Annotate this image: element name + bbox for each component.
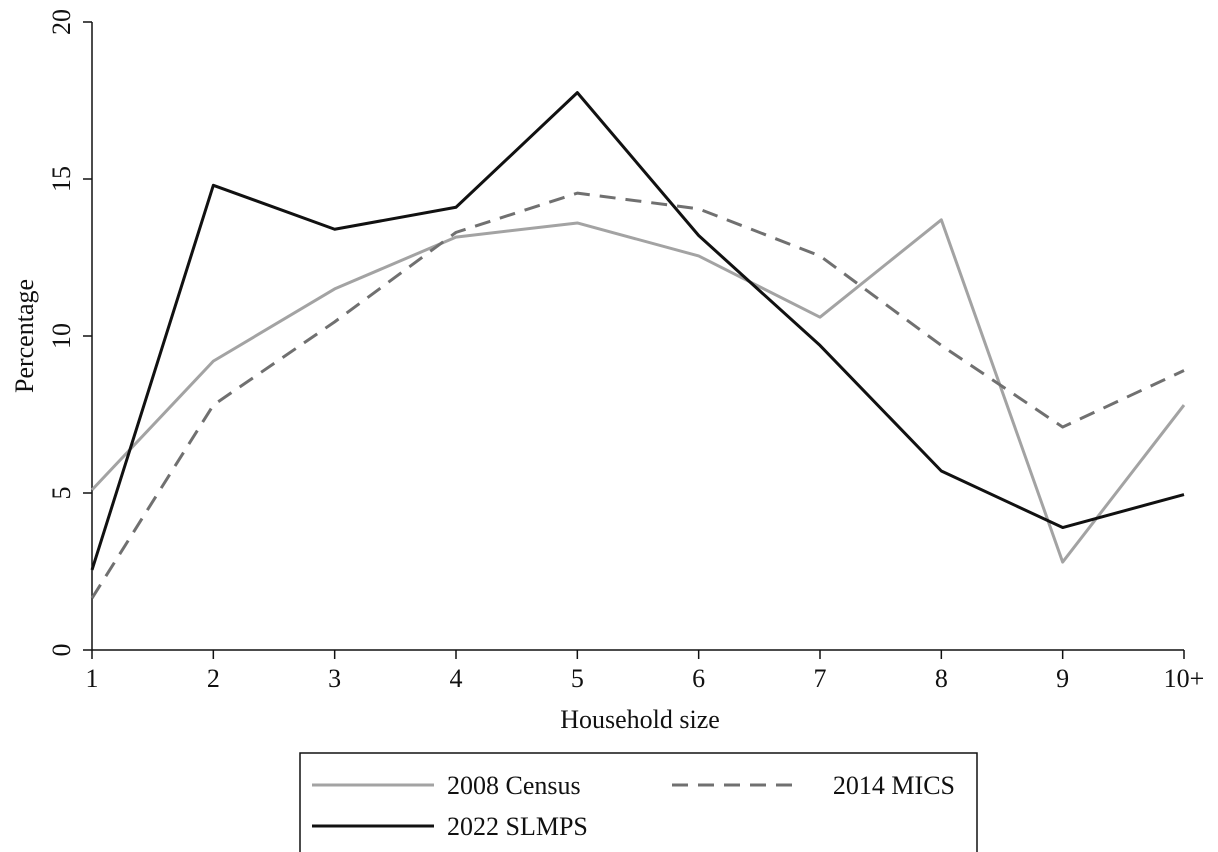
y-axis-title: Percentage [10, 279, 39, 393]
y-tick-label: 15 [47, 166, 76, 192]
y-tick-label: 0 [47, 644, 76, 657]
series-line [90, 218, 1186, 564]
series-line [90, 91, 1185, 571]
x-tick-label: 5 [571, 664, 584, 693]
y-tick-label: 10 [47, 323, 76, 349]
legend-box [299, 752, 978, 852]
legend-label: 2022 SLMPS [447, 812, 588, 841]
x-tick-label: 1 [86, 664, 99, 693]
legend-label: 2008 Census [447, 771, 581, 800]
x-tick-label: 10+ [1164, 664, 1205, 693]
x-tick-label: 6 [692, 664, 705, 693]
x-tick-label: 2 [207, 664, 220, 693]
y-tick-label: 20 [47, 9, 76, 35]
x-tick-label: 3 [328, 664, 341, 693]
x-axis-title: Household size [560, 705, 720, 734]
x-tick-label: 9 [1056, 664, 1069, 693]
legend-label: 2014 MICS [833, 771, 955, 800]
series-line [90, 191, 1185, 599]
x-tick-label: 8 [935, 664, 948, 693]
x-tick-label: 7 [814, 664, 827, 693]
x-tick-label: 4 [450, 664, 463, 693]
y-tick-label: 5 [47, 487, 76, 500]
